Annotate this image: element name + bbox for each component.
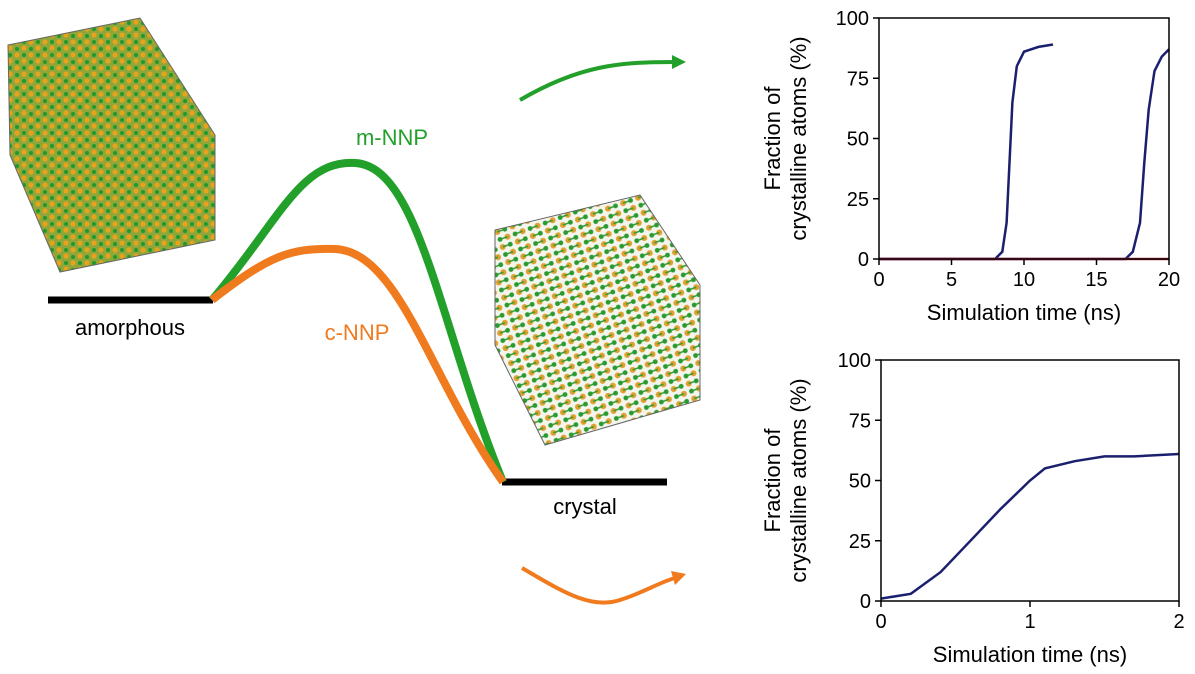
data-line	[879, 48, 1170, 261]
y-axis-label: Fraction of	[760, 428, 785, 533]
orange-arrow	[520, 566, 676, 605]
x-tick-label: 1	[1024, 611, 1035, 633]
crystal-cube	[494, 194, 701, 446]
x-tick-label: 20	[1158, 269, 1180, 291]
y-tick-label: 100	[836, 8, 869, 30]
x-tick-label: 0	[873, 269, 884, 291]
data-line	[879, 43, 1054, 261]
y-tick-label: 75	[849, 410, 871, 432]
c-nnp-path	[209, 244, 507, 485]
x-axis-label: Simulation time (ns)	[927, 300, 1121, 325]
y-axis-label: crystalline atoms (%)	[786, 378, 811, 582]
green-arrowhead	[672, 55, 686, 69]
amorphous-cube	[7, 17, 216, 273]
y-tick-label: 0	[858, 249, 869, 271]
m-nnp-path	[208, 158, 507, 484]
data-line	[880, 452, 1180, 600]
orange-arrowhead	[671, 571, 686, 585]
y-tick-label: 50	[847, 129, 869, 151]
y-tick-label: 25	[847, 189, 869, 211]
x-tick-label: 5	[946, 269, 957, 291]
path-label: c-NNP	[325, 320, 390, 345]
y-tick-label: 50	[849, 471, 871, 493]
state-label: crystal	[553, 494, 617, 519]
x-axis-label: Simulation time (ns)	[933, 642, 1127, 667]
y-axis-label: crystalline atoms (%)	[786, 36, 811, 240]
x-tick-label: 15	[1085, 269, 1107, 291]
x-tick-label: 10	[1013, 269, 1035, 291]
path-label: m-NNP	[356, 125, 428, 150]
state-label: amorphous	[75, 315, 185, 340]
green-arrow	[518, 60, 676, 102]
y-tick-label: 25	[849, 531, 871, 553]
y-axis-label: Fraction of	[760, 86, 785, 191]
y-tick-label: 0	[860, 591, 871, 613]
y-tick-label: 100	[838, 350, 871, 372]
x-tick-label: 2	[1173, 611, 1184, 633]
y-tick-label: 75	[847, 68, 869, 90]
x-tick-label: 0	[875, 611, 886, 633]
